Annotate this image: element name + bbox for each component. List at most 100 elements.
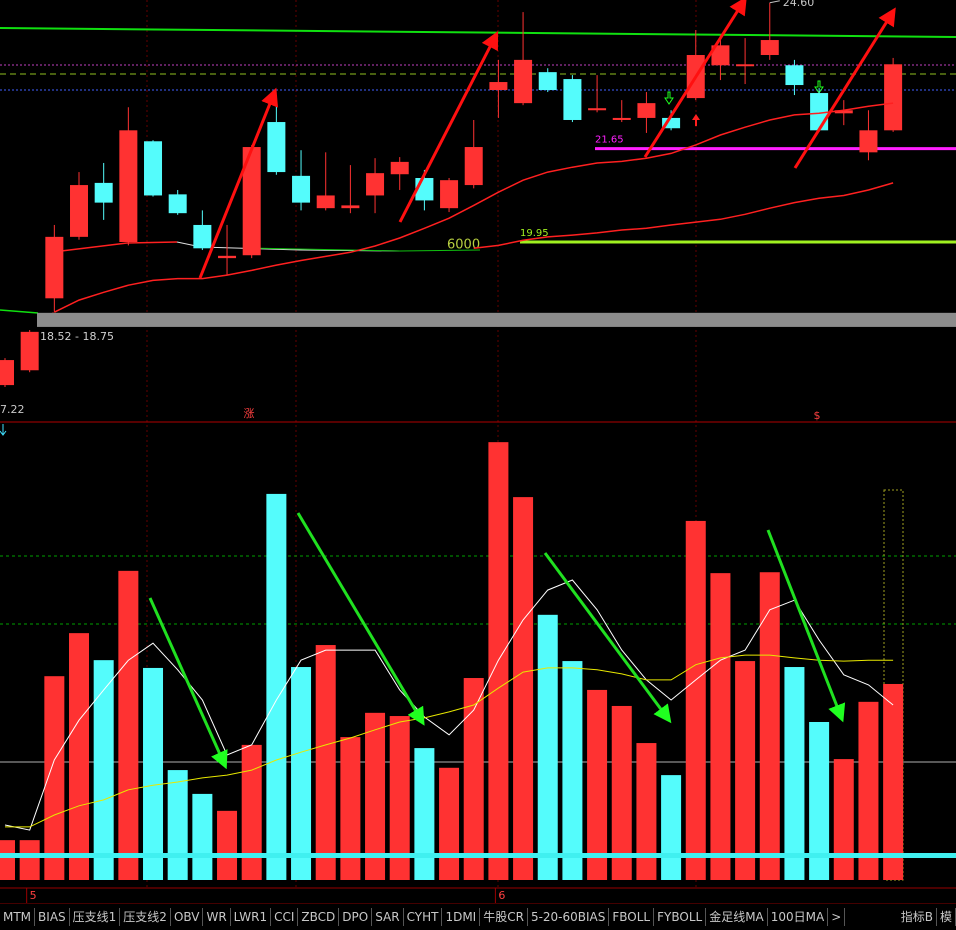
ma-line xyxy=(473,182,894,250)
volume-bar xyxy=(143,667,164,880)
volume-bar xyxy=(513,497,534,880)
tab[interactable]: FBOLL xyxy=(609,908,655,926)
candle-body xyxy=(884,64,903,131)
volume-bar xyxy=(44,676,65,880)
tab[interactable]: 压支线1 xyxy=(70,908,121,926)
volume-bar xyxy=(661,775,682,880)
volume-bar xyxy=(784,667,805,880)
volume-bar xyxy=(266,493,287,880)
tab[interactable]: ZBCD xyxy=(298,908,340,926)
tab[interactable]: SAR xyxy=(372,908,404,926)
tab[interactable]: LWR1 xyxy=(231,908,272,926)
tab[interactable]: 压支线2 xyxy=(120,908,171,926)
volume-bar xyxy=(710,573,731,880)
candle-body xyxy=(119,130,138,242)
up-marker xyxy=(692,114,700,126)
candle-body xyxy=(711,45,730,66)
ma-line xyxy=(52,241,178,253)
tab[interactable]: 金足线MA xyxy=(706,908,768,926)
arrow xyxy=(148,597,228,770)
arrow xyxy=(543,552,672,724)
candle-body xyxy=(144,141,163,196)
tab[interactable]: 1DMI xyxy=(442,908,481,926)
volume-bar xyxy=(241,744,262,880)
volume-bar xyxy=(735,661,756,880)
volume-bar xyxy=(19,840,40,880)
candle-body xyxy=(760,40,779,56)
volume-bar xyxy=(809,721,830,880)
tab[interactable]: 模 xyxy=(937,908,956,926)
volume-ma xyxy=(5,654,894,828)
tab[interactable]: 牛股CR xyxy=(480,908,528,926)
tab[interactable]: 100日MA xyxy=(768,908,829,926)
candle-body xyxy=(20,331,39,371)
candle-body xyxy=(538,72,557,91)
candle-body xyxy=(193,224,212,249)
high-label: 24.60 xyxy=(783,0,815,9)
volume-bar xyxy=(611,705,632,880)
tab[interactable]: DPO xyxy=(339,908,373,926)
x-tick-label: 6 xyxy=(498,889,505,902)
arrow xyxy=(766,529,846,723)
arrow xyxy=(398,30,499,223)
arrow xyxy=(793,7,896,169)
tab[interactable]: 指标B xyxy=(898,908,937,926)
volume-bar xyxy=(118,570,139,880)
candle-body xyxy=(464,147,483,186)
candle-body xyxy=(810,93,829,131)
down-marker xyxy=(814,80,824,94)
candle-body xyxy=(440,180,459,209)
ma-line xyxy=(53,102,894,313)
candle-body xyxy=(736,64,755,67)
tab[interactable]: CYHT xyxy=(404,908,443,926)
tab[interactable]: FYBOLL xyxy=(654,908,707,926)
arrow xyxy=(198,87,279,279)
base-band xyxy=(0,853,956,858)
tab[interactable]: OBV xyxy=(171,908,204,926)
marker-label: $ xyxy=(814,409,821,422)
candle-body xyxy=(366,173,385,196)
volume-bar xyxy=(562,661,583,880)
high-pointer xyxy=(769,0,780,4)
candle-body xyxy=(94,182,113,203)
volume-bar xyxy=(217,810,238,880)
x-tick-label: 5 xyxy=(30,889,37,902)
volume-bar xyxy=(0,840,15,880)
candle-body xyxy=(785,65,804,86)
candle-body xyxy=(514,59,533,104)
volume-bar xyxy=(315,645,336,880)
volume-bar xyxy=(93,660,114,880)
indicator-tabs: MTM BIAS 压支线1 压支线2 OBV WR LWR1 CCI ZBCD DPO SAR CYH… xyxy=(0,903,956,930)
volume-bar xyxy=(291,667,312,880)
volume-ma xyxy=(4,579,894,831)
volume-bar xyxy=(192,793,213,880)
tab[interactable]: BIAS xyxy=(35,908,70,926)
arrow xyxy=(296,512,425,726)
data-layer: 18.52 - 18.75 21.65 19.95 24.60 5 6 xyxy=(0,0,956,903)
volume-bar xyxy=(587,689,608,880)
tab[interactable]: CCI xyxy=(271,908,299,926)
volume-bar xyxy=(439,767,460,880)
marker-label: 涨 xyxy=(244,407,255,420)
volume-bar xyxy=(389,716,410,880)
arrow xyxy=(643,0,747,158)
volume-bar xyxy=(883,683,904,880)
tab[interactable]: WR xyxy=(203,908,231,926)
volume-bar xyxy=(858,701,879,880)
candle-body xyxy=(859,130,878,153)
tab[interactable]: MTM xyxy=(0,908,36,926)
tab[interactable]: 5-20-60BIAS xyxy=(528,908,610,926)
volume-bar xyxy=(414,748,435,880)
volume-bar xyxy=(167,770,188,880)
candle-body xyxy=(341,205,360,209)
candle-body xyxy=(218,255,237,259)
candle-body xyxy=(588,108,607,111)
candle-body xyxy=(563,79,582,120)
tab[interactable]: > xyxy=(828,908,846,926)
candle-body xyxy=(612,117,631,120)
candle-body xyxy=(489,82,508,91)
volume-bar xyxy=(69,633,90,880)
range-band xyxy=(37,312,956,327)
volume-bar xyxy=(833,759,854,880)
annotation: 6000 xyxy=(447,238,480,253)
